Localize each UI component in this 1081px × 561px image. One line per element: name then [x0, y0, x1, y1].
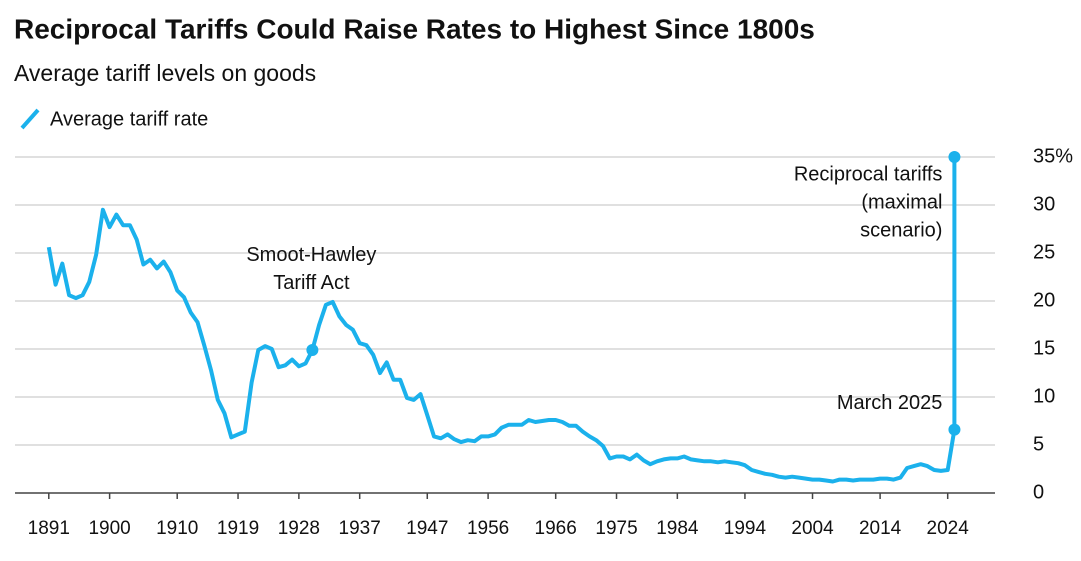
x-tick-label: 1947 [406, 518, 448, 539]
x-tick-label: 1919 [217, 518, 259, 539]
data-line [46, 157, 957, 484]
x-tick-label: 2024 [927, 518, 970, 539]
annotated-point [306, 343, 319, 356]
annotation: March 2025 [837, 392, 943, 414]
annotation: Smoot-Hawley [246, 244, 376, 266]
x-tick-label: 1891 [28, 518, 70, 539]
y-tick-label: 30 [1033, 193, 1055, 215]
x-tick-label: 1984 [656, 518, 699, 539]
y-tick-label: 20 [1033, 289, 1055, 311]
y-tick-label: 25 [1033, 241, 1055, 263]
chart-subtitle: Average tariff levels on goods [14, 60, 316, 86]
x-tick-label: 1937 [339, 518, 381, 539]
x-tick-label: 1994 [724, 518, 767, 539]
x-tick-label: 1910 [156, 518, 198, 539]
annotated-point [948, 151, 961, 163]
x-tick-label: 1956 [467, 518, 509, 539]
annotation: Reciprocal tariffs [794, 163, 943, 185]
annotation: scenario) [860, 219, 942, 241]
y-tick-label: 5 [1033, 433, 1044, 455]
x-tick-label: 1966 [535, 518, 577, 539]
x-tick-label: 1900 [88, 518, 130, 539]
legend-swatch [20, 108, 40, 130]
chart-title: Reciprocal Tariffs Could Raise Rates to … [14, 13, 815, 44]
y-tick-label: 35% [1033, 145, 1073, 167]
x-tick-label: 2014 [859, 518, 902, 539]
x-tick-label: 1928 [278, 518, 320, 539]
annotated-point [948, 423, 961, 436]
annotation: Tariff Act [273, 272, 350, 294]
x-tick-label: 1975 [595, 518, 637, 539]
annotation: (maximal [861, 191, 942, 213]
legend-label: Average tariff rate [50, 108, 208, 130]
x-tick-label: 2004 [791, 518, 834, 539]
y-tick-label: 15 [1033, 337, 1055, 359]
y-tick-label: 10 [1033, 385, 1055, 407]
y-tick-label: 0 [1033, 481, 1044, 503]
